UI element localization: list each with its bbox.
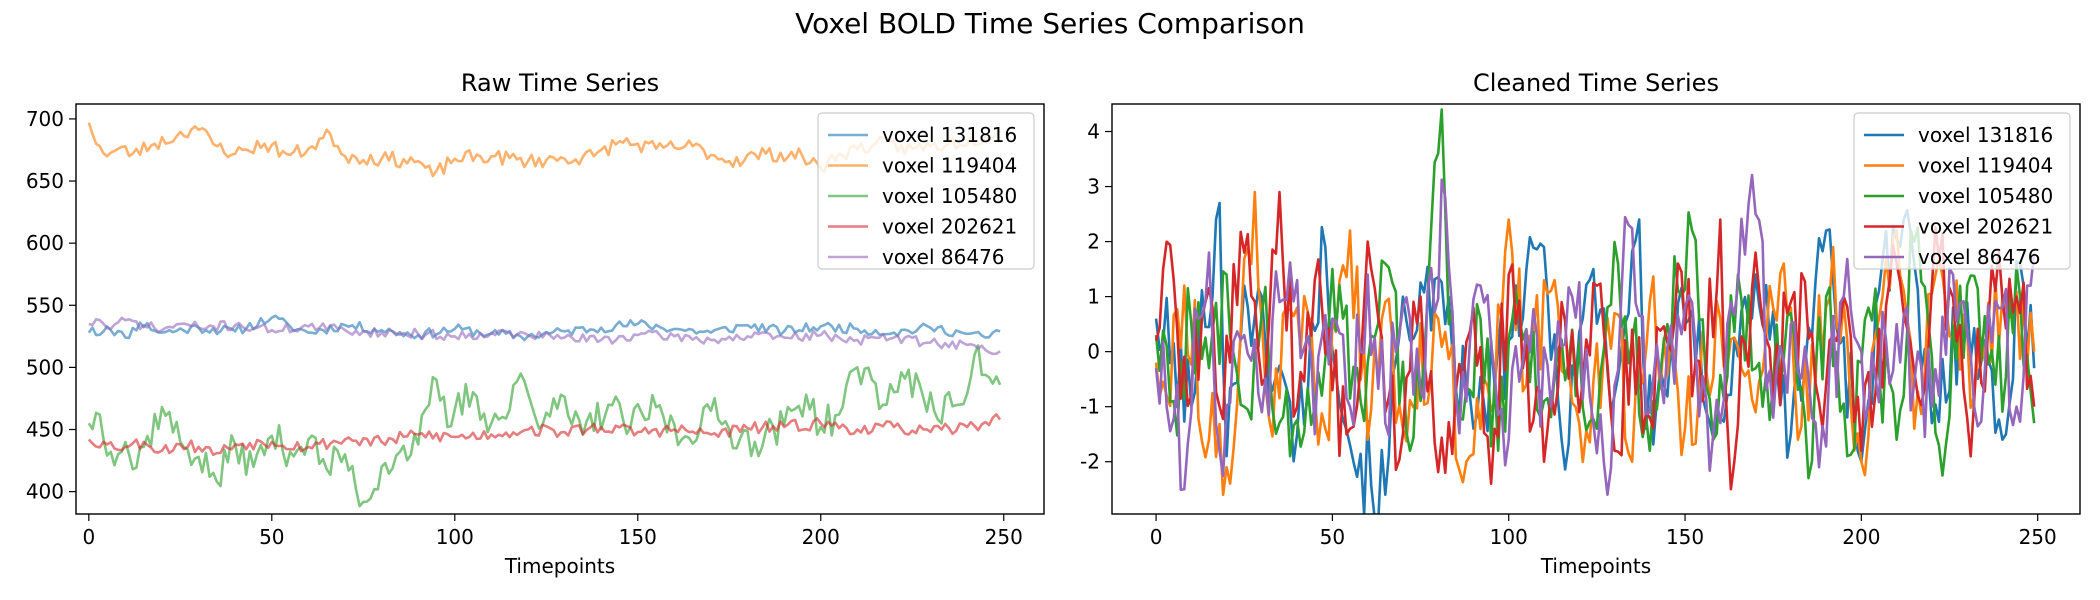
cleaned-y-tick-label: 2 — [1087, 230, 1100, 254]
cleaned-series-line-voxel-86476 — [1154, 173, 2036, 497]
cleaned-x-axis-label: Timepoints — [1540, 554, 1651, 578]
cleaned-legend-label: voxel 202621 — [1918, 215, 2053, 239]
cleaned-y-tick-label: 0 — [1087, 340, 1100, 364]
raw-x-tick-label: 50 — [259, 525, 284, 549]
raw-y-tick-label: 550 — [26, 293, 64, 317]
cleaned-y-tick-label: 4 — [1087, 120, 1100, 144]
cleaned-legend-label: voxel 131816 — [1918, 123, 2053, 147]
cleaned-x-tick-label: 50 — [1320, 525, 1345, 549]
raw-x-tick-label: 150 — [619, 525, 657, 549]
raw-x-tick-label: 250 — [985, 525, 1023, 549]
raw-legend-label: voxel 131816 — [882, 123, 1017, 147]
raw-y-tick-label: 650 — [26, 169, 64, 193]
raw-x-tick-label: 100 — [436, 525, 474, 549]
cleaned-x-tick-label: 200 — [1842, 525, 1880, 549]
raw-y-tick-label: 450 — [26, 418, 64, 442]
cleaned-y-tick-label: 1 — [1087, 285, 1100, 309]
raw-x-tick-label: 200 — [802, 525, 840, 549]
cleaned-y-tick-label: 3 — [1087, 175, 1100, 199]
cleaned-legend-label: voxel 119404 — [1918, 154, 2053, 178]
raw-legend-label: voxel 202621 — [882, 215, 1017, 239]
raw-y-tick-label: 600 — [26, 231, 64, 255]
raw-y-tick-label: 700 — [26, 107, 64, 131]
raw-y-tick-label: 400 — [26, 480, 64, 504]
cleaned-legend-label: voxel 86476 — [1918, 245, 2041, 269]
raw-legend-label: voxel 119404 — [882, 154, 1017, 178]
cleaned-x-tick-label: 100 — [1490, 525, 1528, 549]
cleaned-y-tick-label: -2 — [1080, 450, 1100, 474]
raw-series-line-voxel-86476 — [88, 316, 1001, 356]
raw-y-tick-label: 500 — [26, 355, 64, 379]
cleaned-legend-label: voxel 105480 — [1918, 184, 2053, 208]
cleaned-axes-frame — [1111, 103, 2081, 515]
cleaned-y-tick-label: -1 — [1080, 395, 1100, 419]
raw-time-series-panel: Raw Time Series Timepoints 0 50 100 150 200 2… — [26, 69, 1045, 578]
cleaned-time-series-panel: Cleaned Time Series Timepoints 0 50 100 150… — [1080, 69, 2081, 578]
cleaned-series-line-voxel-119404 — [1154, 190, 2036, 497]
cleaned-chart-title: Cleaned Time Series — [1473, 69, 1719, 97]
raw-x-tick-label: 0 — [82, 525, 95, 549]
cleaned-x-tick-label: 150 — [1666, 525, 1704, 549]
figure-suptitle: Voxel BOLD Time Series Comparison — [795, 7, 1305, 40]
raw-chart-title: Raw Time Series — [461, 69, 659, 97]
raw-axes-frame — [75, 103, 1045, 515]
cleaned-series-line-voxel-202621 — [1154, 190, 2036, 491]
raw-legend-label: voxel 105480 — [882, 184, 1017, 208]
cleaned-legend: voxel 131816 voxel 119404 voxel 105480 voxe… — [1853, 112, 2071, 270]
raw-series-line-voxel-202621 — [87, 413, 1002, 457]
raw-series-line-voxel-105480 — [87, 344, 1002, 508]
raw-legend-label: voxel 86476 — [882, 245, 1005, 269]
raw-x-axis-label: Timepoints — [504, 554, 615, 578]
raw-legend: voxel 131816 voxel 119404 voxel 105480 voxe… — [817, 112, 1035, 270]
cleaned-x-tick-label: 250 — [2019, 525, 2057, 549]
cleaned-x-tick-label: 0 — [1150, 525, 1163, 549]
raw-plot-area: 0 50 100 150 200 250 400 450 500 550 600 650 700 voxe… — [26, 103, 1045, 549]
